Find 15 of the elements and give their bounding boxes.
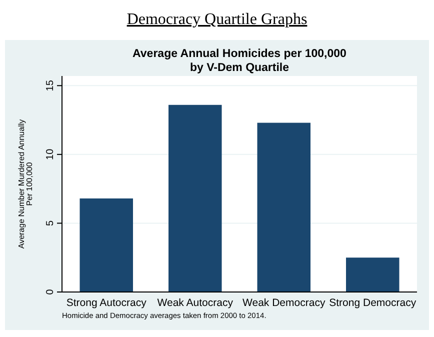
x-tick-label: Weak Democracy [242, 297, 326, 309]
x-tick-label: Strong Democracy [329, 297, 417, 309]
bar [168, 104, 222, 292]
y-tick-label: 10 [45, 148, 56, 160]
y-tick-label: 5 [45, 220, 56, 226]
x-tick-label: Strong Autocracy [66, 297, 148, 309]
y-tick-label: 0 [45, 288, 56, 295]
bar [346, 258, 400, 292]
bar [80, 198, 133, 292]
chart-title: Democracy Quartile Graphs [126, 11, 308, 28]
y-axis-title: Average Number Murdered Annually Per 100,000 [17, 119, 34, 249]
chart-subtitle: Average Annual Homicides per 100,000 by V-Dem Quartile [132, 48, 346, 74]
y-tick-label: 15 [45, 80, 56, 92]
x-tick-label: Weak Autocracy [157, 297, 234, 309]
bar [257, 122, 310, 292]
